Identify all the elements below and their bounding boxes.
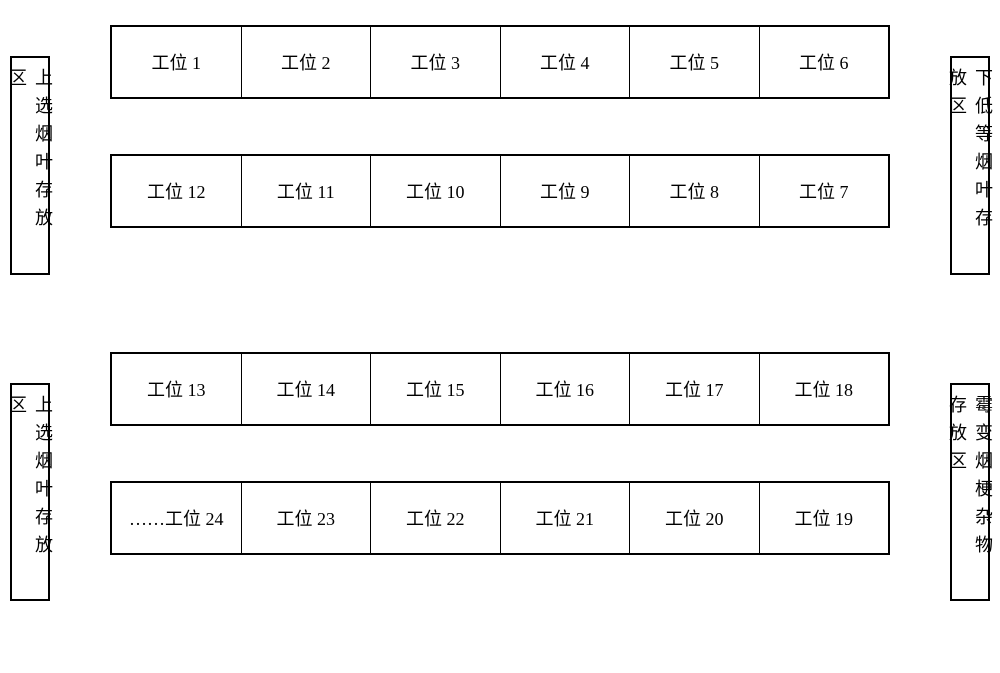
- workstation-cell: 工位 6: [760, 27, 889, 97]
- workstation-cell: 工位 3: [371, 27, 501, 97]
- storage-area-lower-right: 霉变烟梗杂物存放区: [950, 383, 990, 602]
- workstation-cell: 工位 18: [760, 354, 889, 424]
- workstation-row: ……工位 24 工位 23 工位 22 工位 21 工位 20 工位 19: [110, 481, 890, 555]
- storage-area-upper-right: 下低等烟叶存放区: [950, 56, 990, 275]
- workstation-grid-bottom: 工位 13 工位 14 工位 15 工位 16 工位 17 工位 18 ……工位…: [110, 347, 890, 644]
- section-top: 上选烟叶存放区 工位 1 工位 2 工位 3 工位 4 工位 5 工位 6 工位…: [10, 20, 990, 317]
- workstation-cell: 工位 17: [630, 354, 760, 424]
- workstation-cell: 工位 23: [242, 483, 372, 553]
- workstation-cell: 工位 5: [630, 27, 760, 97]
- workstation-cell: 工位 1: [112, 27, 242, 97]
- workstation-cell: 工位 13: [112, 354, 242, 424]
- workstation-grid-top: 工位 1 工位 2 工位 3 工位 4 工位 5 工位 6 工位 12 工位 1…: [110, 20, 890, 317]
- workstation-cell: ……工位 24: [112, 483, 242, 553]
- workstation-cell: 工位 15: [371, 354, 501, 424]
- workstation-row: 工位 1 工位 2 工位 3 工位 4 工位 5 工位 6: [110, 25, 890, 99]
- workstation-cell: 工位 11: [242, 156, 372, 226]
- floor-diagram: 上选烟叶存放区 工位 1 工位 2 工位 3 工位 4 工位 5 工位 6 工位…: [10, 20, 990, 643]
- workstation-cell: 工位 21: [501, 483, 631, 553]
- storage-area-upper-left: 上选烟叶存放区: [10, 56, 50, 275]
- workstation-cell: 工位 22: [371, 483, 501, 553]
- section-bottom: 上选烟叶存放区 工位 13 工位 14 工位 15 工位 16 工位 17 工位…: [10, 347, 990, 644]
- workstation-row: 工位 12 工位 11 工位 10 工位 9 工位 8 工位 7: [110, 154, 890, 228]
- workstation-cell: 工位 14: [242, 354, 372, 424]
- workstation-cell: 工位 10: [371, 156, 501, 226]
- workstation-cell: 工位 19: [760, 483, 889, 553]
- workstation-cell: 工位 2: [242, 27, 372, 97]
- workstation-cell: 工位 8: [630, 156, 760, 226]
- workstation-cell: 工位 20: [630, 483, 760, 553]
- workstation-row: 工位 13 工位 14 工位 15 工位 16 工位 17 工位 18: [110, 352, 890, 426]
- workstation-cell: 工位 4: [501, 27, 631, 97]
- workstation-cell: 工位 12: [112, 156, 242, 226]
- workstation-cell: 工位 7: [760, 156, 889, 226]
- workstation-cell: 工位 9: [501, 156, 631, 226]
- storage-area-lower-left: 上选烟叶存放区: [10, 383, 50, 602]
- workstation-cell: 工位 16: [501, 354, 631, 424]
